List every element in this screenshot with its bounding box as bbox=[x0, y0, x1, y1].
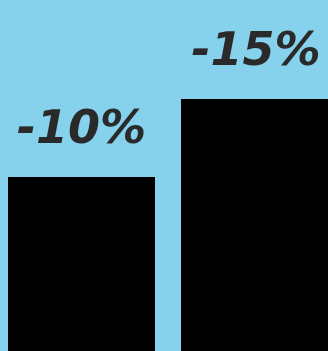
bar-1-value-label: -10% bbox=[17, 100, 146, 154]
bar-2-value-label: -15% bbox=[191, 22, 320, 76]
bar-1 bbox=[8, 177, 155, 351]
bar-2 bbox=[181, 99, 328, 351]
